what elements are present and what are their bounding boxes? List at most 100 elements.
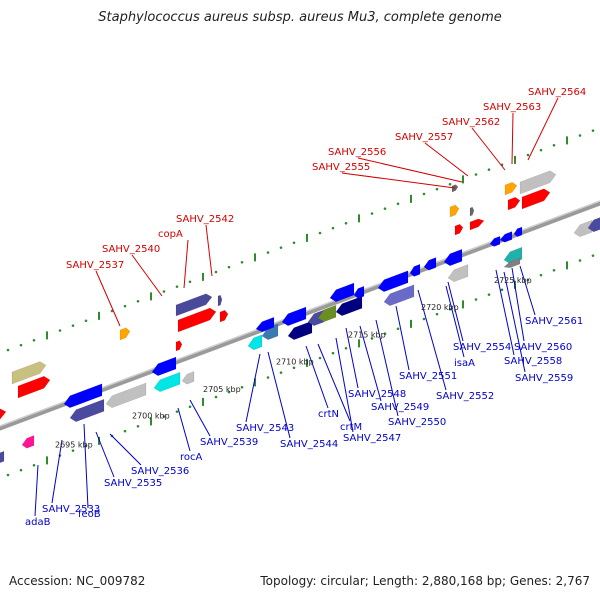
forward-gene-arrow (119, 327, 131, 341)
minor-tick (370, 337, 374, 340)
top-gene-label: SAHV_2562 (442, 117, 500, 128)
minor-tick (214, 395, 218, 399)
minor-tick (175, 410, 179, 413)
forward-gene-arrow (175, 293, 213, 317)
scale-label: 2695 kbp (55, 440, 93, 449)
minor-tick (474, 298, 478, 301)
minor-tick (123, 429, 127, 433)
bottom-gene-label: SAHV_2560 (514, 342, 572, 353)
minor-tick (591, 129, 595, 132)
forward-gene-arrow (454, 223, 464, 236)
reverse-gene-arrow (335, 295, 363, 317)
leader-line (95, 431, 115, 478)
minor-tick (71, 449, 75, 452)
minor-tick (19, 468, 23, 472)
leader-line (417, 289, 447, 391)
minor-tick (331, 351, 335, 355)
reverse-gene-arrow (443, 248, 463, 267)
leader-line (511, 267, 525, 342)
minor-tick (240, 385, 244, 389)
reverse-gene-arrow (287, 320, 313, 341)
forward-gene-arrow (175, 340, 183, 352)
forward-gene-arrow (17, 375, 51, 399)
leader-line (189, 399, 211, 437)
minor-tick (175, 285, 179, 288)
forward-gene-arrow (507, 197, 521, 211)
reverse-gene-arrow (423, 257, 437, 271)
minor-tick (266, 376, 270, 379)
bottom-gene-label: SAHV_2536 (131, 466, 189, 477)
top-gene-label: SAHV_2540 (102, 244, 160, 255)
scale-label: 2725 kbp (494, 276, 532, 285)
minor-tick (448, 182, 452, 186)
leader-line (424, 142, 469, 177)
minor-tick (487, 293, 491, 296)
minor-tick (344, 221, 348, 225)
tick-layer (6, 129, 595, 477)
bottom-gene-label: SAHV_2550 (388, 417, 446, 428)
minor-tick (435, 187, 439, 191)
minor-tick (162, 415, 166, 418)
leader-line (503, 271, 526, 373)
minor-tick (526, 153, 530, 157)
leader-line (109, 433, 142, 466)
minor-tick (188, 280, 192, 284)
minor-tick (422, 192, 426, 196)
top-gene-label: SAHV_2557 (395, 132, 453, 143)
minor-tick (539, 273, 543, 277)
forward-gene-arrow (219, 309, 229, 323)
gene-layer (0, 170, 600, 464)
bottom-gene-label: SAHV_2543 (236, 423, 294, 434)
leader-line (527, 97, 559, 161)
leader-line (317, 343, 351, 422)
minor-tick (240, 260, 244, 264)
minor-tick (487, 168, 491, 171)
accession-text: Accession: NC_009782 (9, 574, 146, 588)
minor-tick (552, 268, 556, 272)
forward-gene-arrow (451, 184, 459, 193)
leader-line (51, 439, 63, 504)
bottom-gene-label: SAHV_2535 (104, 478, 162, 489)
bottom-gene-label: SAHV_2551 (399, 371, 457, 382)
minor-tick (318, 231, 322, 235)
minor-tick (188, 405, 192, 409)
minor-tick (370, 212, 374, 215)
leader-line (34, 464, 39, 517)
minor-tick (591, 254, 595, 257)
genome-summary-text: Topology: circular; Length: 2,880,168 bp… (260, 574, 590, 588)
reverse-gene-arrow (255, 316, 275, 333)
leader-line (445, 285, 465, 358)
scale-label: 2720 kbp (421, 303, 459, 312)
minor-tick (6, 348, 10, 352)
bottom-gene-label: SAHV_2552 (436, 391, 494, 402)
minor-tick (500, 288, 504, 292)
forward-gene-arrow (11, 361, 47, 385)
reverse-gene-arrow (181, 371, 195, 385)
minor-tick (422, 317, 426, 321)
forward-gene-arrow (0, 408, 7, 420)
top-gene-label: SAHV_2555 (312, 162, 370, 173)
leader-line (395, 305, 410, 371)
leader-line (335, 337, 354, 433)
bottom-gene-label: crtM (340, 422, 362, 433)
reverse-gene-arrow (499, 231, 513, 243)
genome-title: Staphylococcus aureus subsp. aureus Mu3,… (98, 10, 502, 25)
minor-tick (318, 356, 322, 360)
bottom-gene-label: SAHV_2554 (453, 342, 511, 353)
minor-tick (526, 278, 530, 282)
forward-gene-arrow (519, 170, 557, 195)
minor-tick (383, 332, 387, 335)
minor-tick (214, 270, 218, 274)
minor-tick (474, 173, 478, 176)
bottom-gene-label: SAHV_2533 (42, 504, 100, 515)
bottom-gene-label: isaA (454, 358, 475, 369)
minor-tick (227, 390, 231, 394)
minor-tick (71, 324, 75, 327)
minor-tick (32, 338, 36, 342)
forward-gene-arrow (449, 204, 460, 218)
reverse-gene-arrow (587, 217, 600, 233)
top-gene-label: SAHV_2537 (66, 260, 124, 271)
minor-tick (578, 259, 582, 262)
reverse-gene-arrow (513, 226, 523, 238)
bottom-gene-label: SAHV_2544 (280, 439, 338, 450)
